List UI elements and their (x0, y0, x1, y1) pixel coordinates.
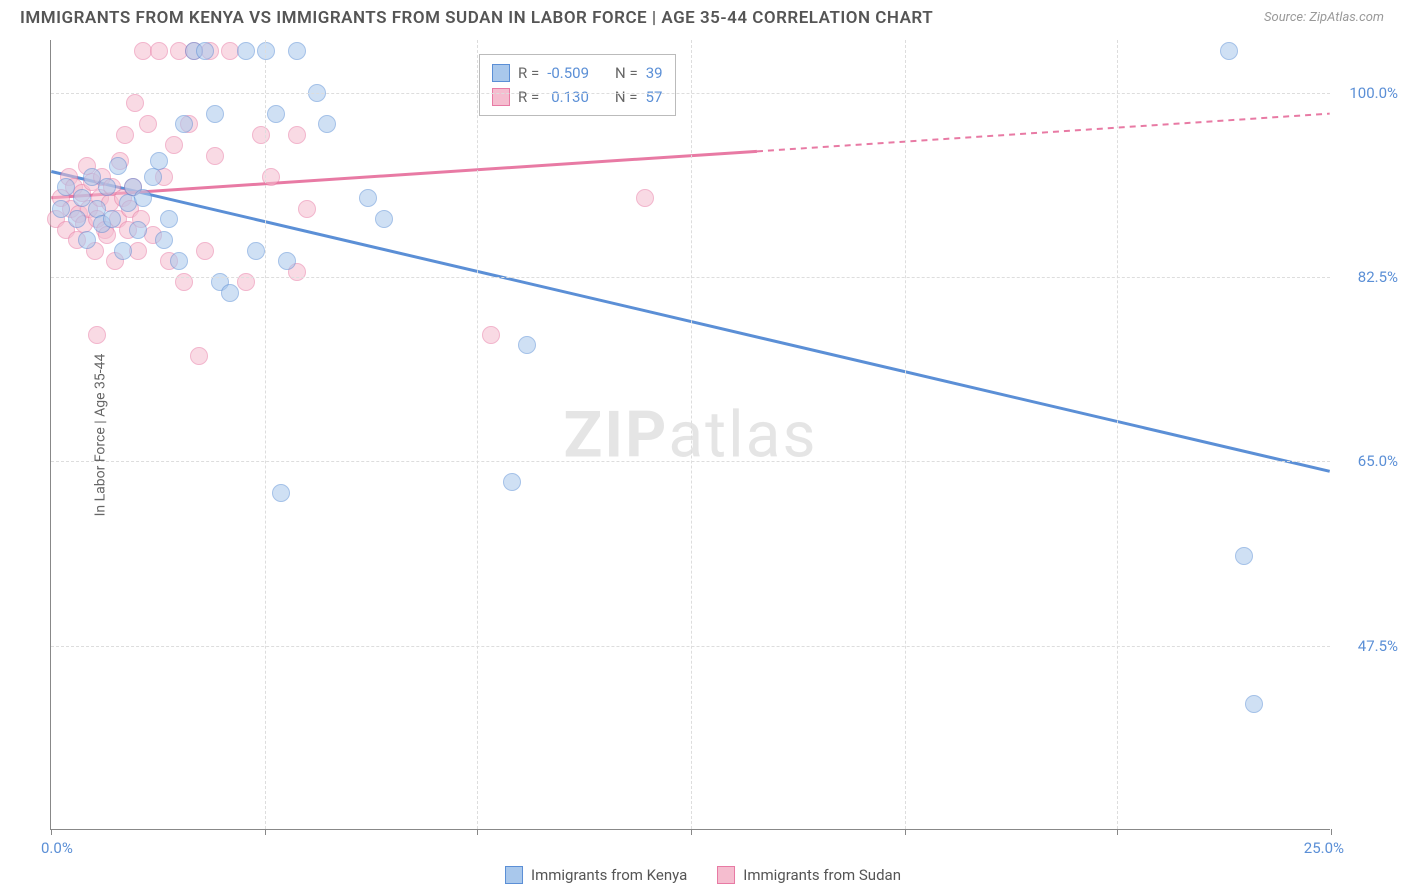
data-point-sudan (88, 326, 106, 344)
data-point-sudan (126, 94, 144, 112)
data-point-kenya (359, 189, 377, 207)
x-axis-max-label: 25.0% (1304, 839, 1344, 857)
trend-line-extrapolated (757, 114, 1330, 152)
data-point-kenya (68, 210, 86, 228)
plot-area: In Labor Force | Age 35-44 ZIPatlas R = … (50, 40, 1330, 830)
r-label: R = (518, 85, 539, 109)
data-point-sudan (139, 115, 157, 133)
data-point-kenya (109, 157, 127, 175)
x-tick-mark (905, 829, 906, 835)
legend-swatch-kenya (505, 866, 523, 884)
x-tick-mark (1331, 829, 1332, 835)
data-point-kenya (247, 242, 265, 260)
x-tick-mark (691, 829, 692, 835)
correlation-chart-container: { "title": "IMMIGRANTS FROM KENYA VS IMM… (0, 0, 1406, 892)
data-point-kenya (221, 284, 239, 302)
y-tick-label: 82.5% (1338, 268, 1398, 286)
data-point-sudan (636, 189, 654, 207)
sudan-n-value: 57 (646, 85, 663, 109)
swatch-sudan (492, 88, 510, 106)
data-point-kenya (160, 210, 178, 228)
data-point-kenya (144, 168, 162, 186)
data-point-sudan (116, 126, 134, 144)
data-point-kenya (206, 105, 224, 123)
data-point-kenya (134, 189, 152, 207)
legend-label-kenya: Immigrants from Kenya (531, 866, 687, 884)
gridline-vertical (691, 40, 692, 829)
legend-item-kenya: Immigrants from Kenya (505, 866, 687, 884)
y-tick-label: 65.0% (1338, 452, 1398, 470)
x-tick-mark (51, 829, 52, 835)
gridline-vertical (1117, 40, 1118, 829)
stats-row-kenya: R = -0.509 N = 39 (492, 61, 663, 85)
legend-label-sudan: Immigrants from Sudan (743, 866, 901, 884)
data-point-kenya (272, 484, 290, 502)
data-point-sudan (288, 126, 306, 144)
data-point-kenya (318, 115, 336, 133)
kenya-n-value: 39 (646, 61, 663, 85)
data-point-sudan (150, 42, 168, 60)
data-point-sudan (252, 126, 270, 144)
gridline-vertical (265, 40, 266, 829)
y-axis-label: In Labor Force | Age 35-44 (92, 353, 108, 516)
data-point-kenya (257, 42, 275, 60)
data-point-kenya (98, 178, 116, 196)
data-point-kenya (170, 252, 188, 270)
data-point-sudan (482, 326, 500, 344)
data-point-kenya (78, 231, 96, 249)
data-point-sudan (206, 147, 224, 165)
data-point-kenya (114, 242, 132, 260)
data-point-sudan (196, 242, 214, 260)
data-point-kenya (267, 105, 285, 123)
data-point-kenya (196, 42, 214, 60)
data-point-kenya (278, 252, 296, 270)
chart-title: IMMIGRANTS FROM KENYA VS IMMIGRANTS FROM… (20, 8, 933, 28)
data-point-sudan (190, 347, 208, 365)
data-point-kenya (288, 42, 306, 60)
data-point-kenya (175, 115, 193, 133)
bottom-legend: Immigrants from Kenya Immigrants from Su… (505, 866, 901, 884)
data-point-kenya (518, 336, 536, 354)
data-point-sudan (298, 200, 316, 218)
y-tick-label: 47.5% (1338, 637, 1398, 655)
stats-box: R = -0.509 N = 39 R = 0.130 N = 57 (479, 54, 676, 116)
data-point-kenya (237, 42, 255, 60)
data-point-kenya (1235, 547, 1253, 565)
data-point-sudan (175, 273, 193, 291)
data-point-kenya (129, 221, 147, 239)
data-point-kenya (1245, 695, 1263, 713)
data-point-kenya (1220, 42, 1238, 60)
data-point-sudan (237, 273, 255, 291)
r-label: R = (518, 61, 539, 85)
sudan-r-value: 0.130 (551, 85, 589, 109)
n-label: N = (615, 85, 638, 109)
data-point-kenya (103, 210, 121, 228)
data-point-sudan (129, 242, 147, 260)
data-point-kenya (150, 152, 168, 170)
kenya-r-value: -0.509 (547, 61, 589, 85)
gridline-vertical (477, 40, 478, 829)
stats-row-sudan: R = 0.130 N = 57 (492, 85, 663, 109)
x-tick-mark (265, 829, 266, 835)
x-tick-mark (1117, 829, 1118, 835)
swatch-kenya (492, 64, 510, 82)
x-tick-mark (477, 829, 478, 835)
legend-swatch-sudan (717, 866, 735, 884)
gridline-vertical (905, 40, 906, 829)
x-axis-min-label: 0.0% (41, 839, 73, 857)
n-label: N = (615, 61, 638, 85)
y-tick-label: 100.0% (1338, 84, 1398, 102)
data-point-sudan (165, 136, 183, 154)
data-point-kenya (375, 210, 393, 228)
source-attribution: Source: ZipAtlas.com (1264, 10, 1384, 25)
legend-item-sudan: Immigrants from Sudan (717, 866, 901, 884)
data-point-kenya (503, 473, 521, 491)
data-point-kenya (155, 231, 173, 249)
